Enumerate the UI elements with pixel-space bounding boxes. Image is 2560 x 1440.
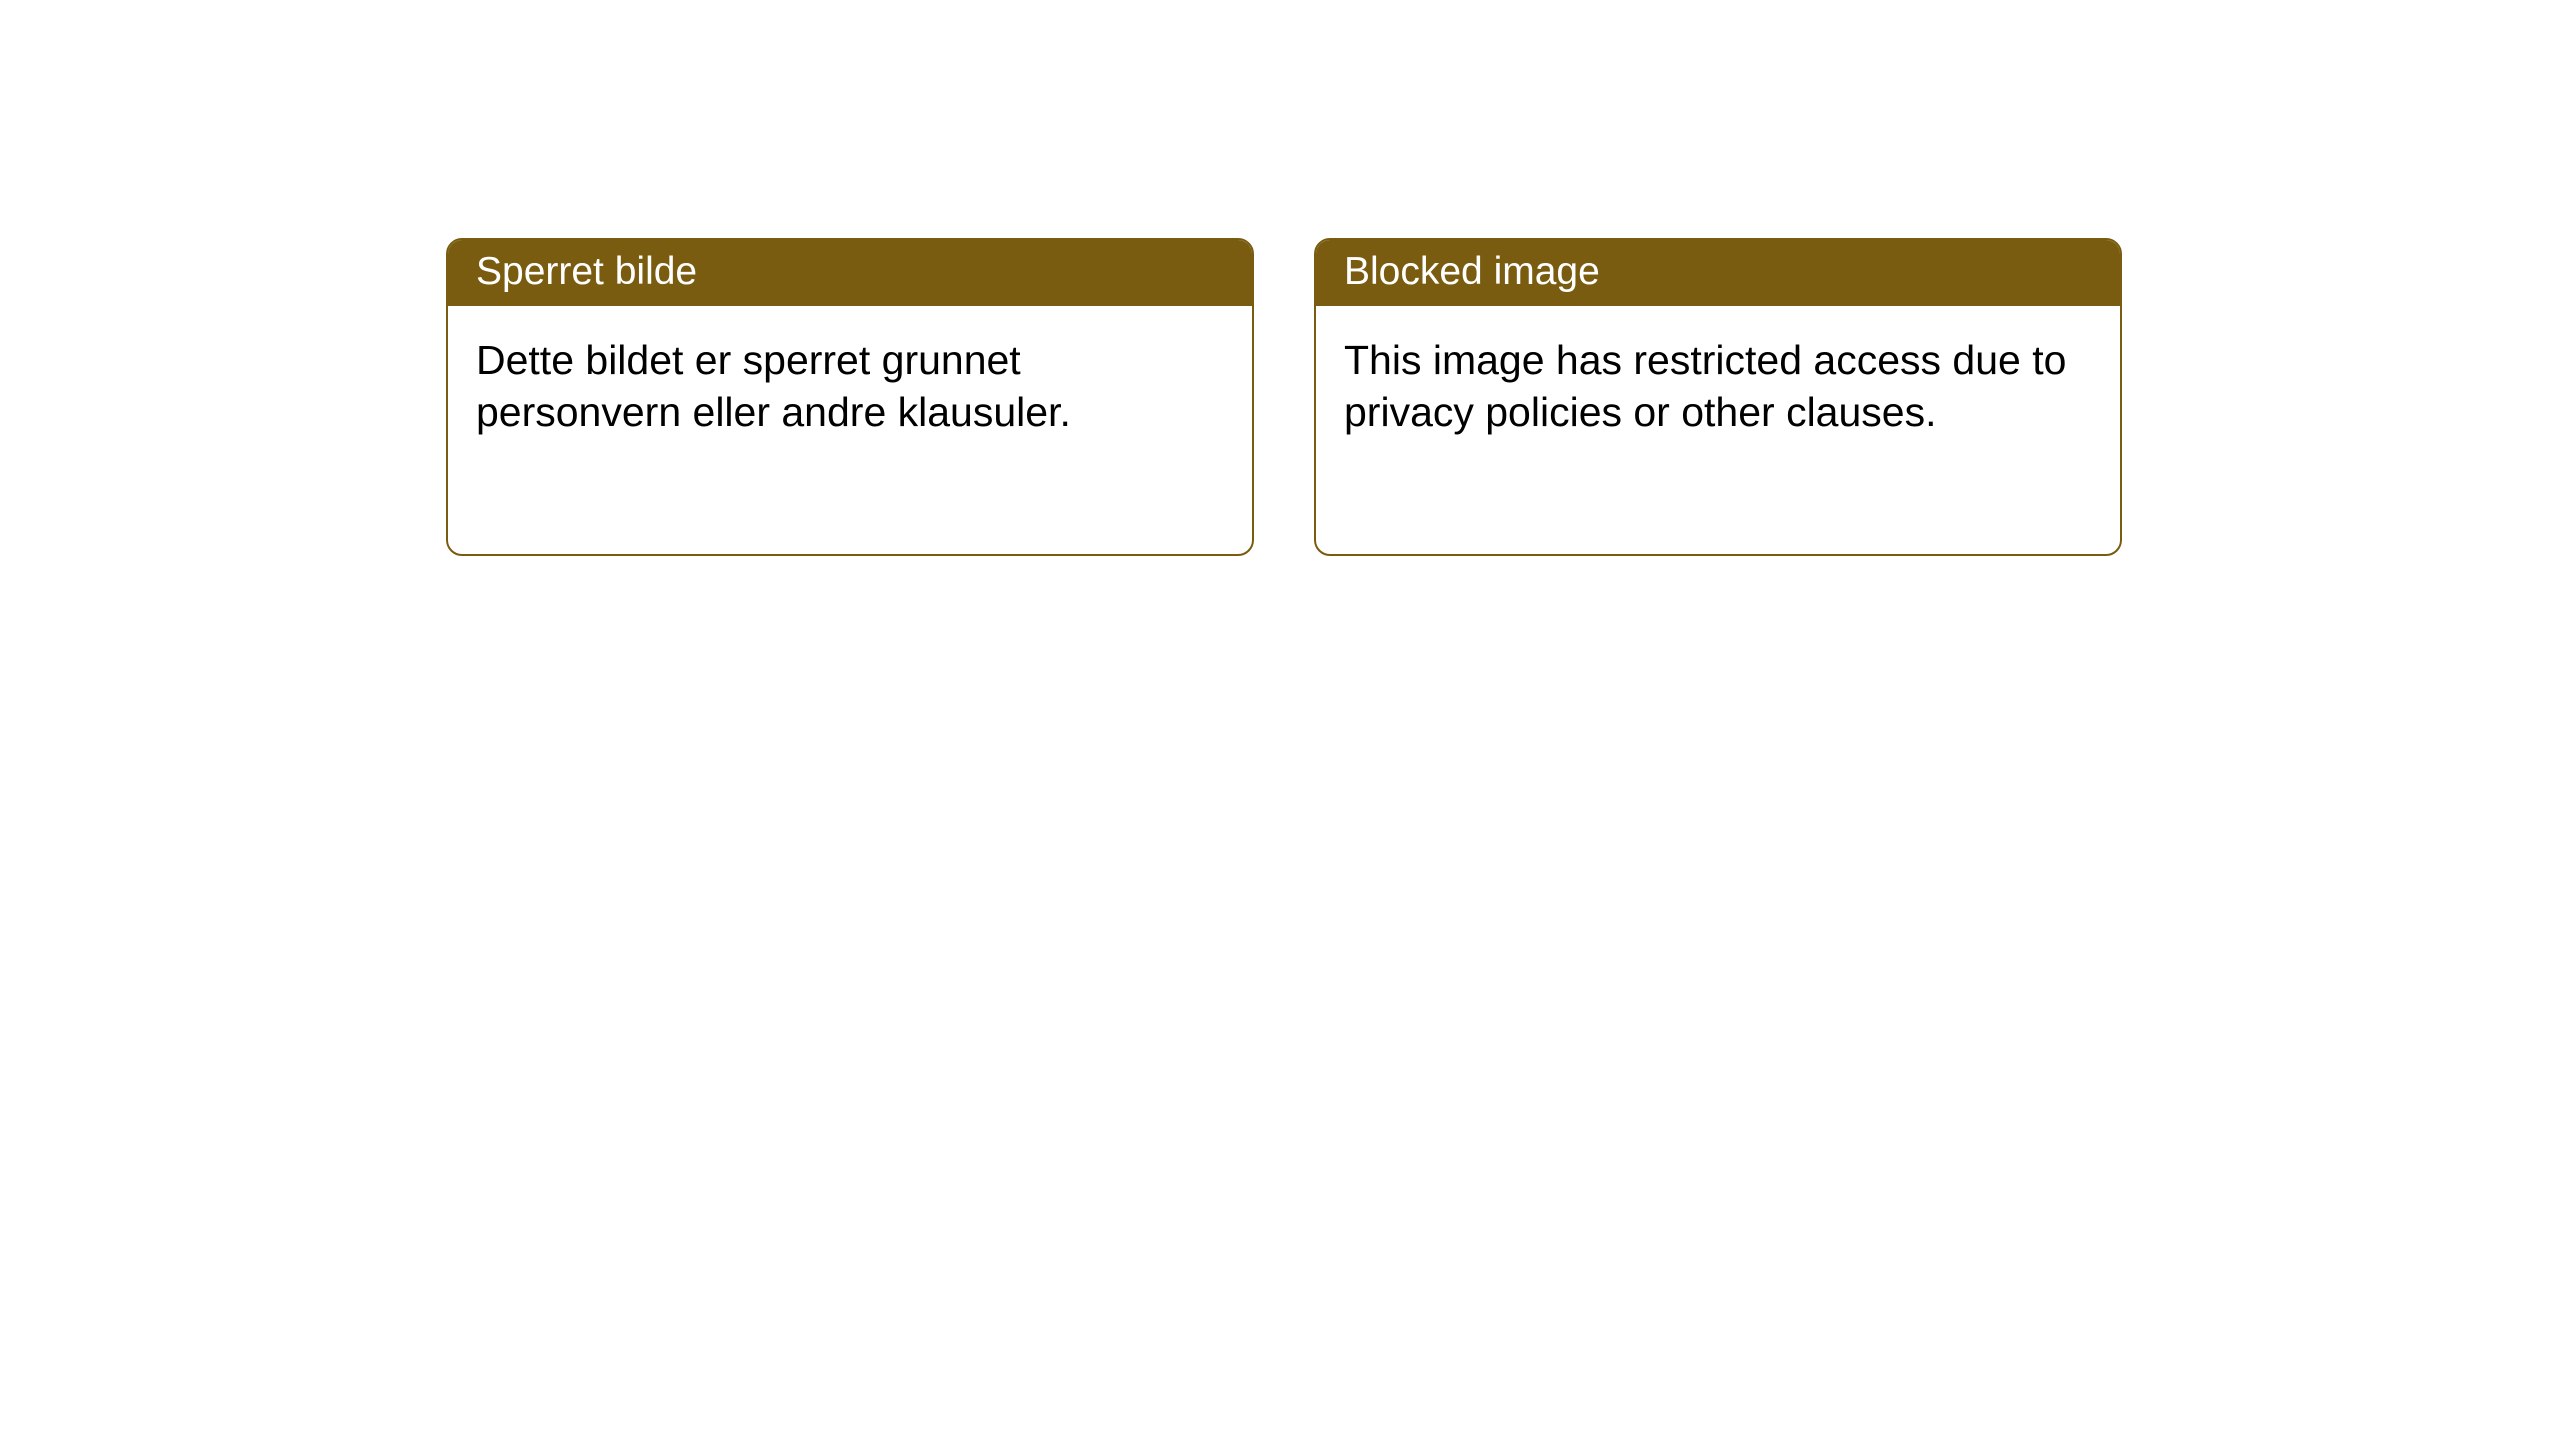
notice-card-no: Sperret bilde Dette bildet er sperret gr… xyxy=(446,238,1254,556)
notice-container: Sperret bilde Dette bildet er sperret gr… xyxy=(446,238,2122,556)
notice-header-no: Sperret bilde xyxy=(448,240,1252,306)
notice-body-en: This image has restricted access due to … xyxy=(1316,306,2120,554)
notice-header-en: Blocked image xyxy=(1316,240,2120,306)
notice-card-en: Blocked image This image has restricted … xyxy=(1314,238,2122,556)
notice-body-no: Dette bildet er sperret grunnet personve… xyxy=(448,306,1252,554)
